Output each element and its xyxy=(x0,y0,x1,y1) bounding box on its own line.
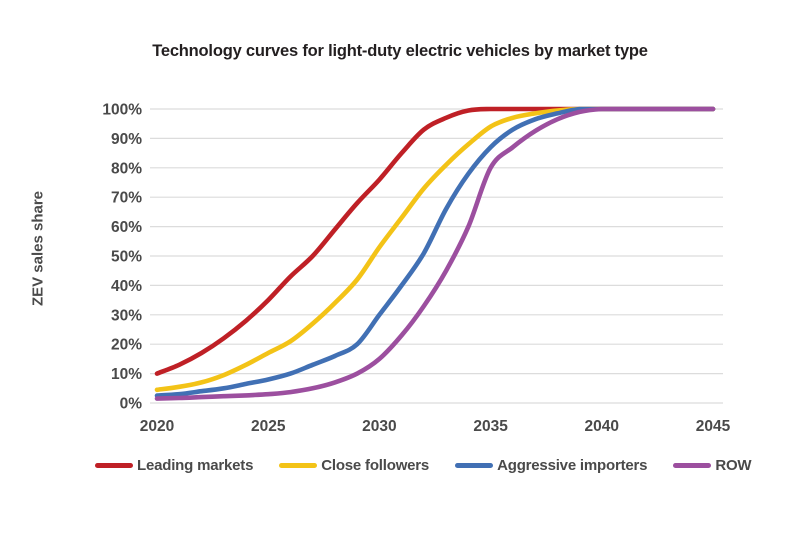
legend-label: Leading markets xyxy=(137,457,254,474)
x-tick-label: 2020 xyxy=(140,418,174,435)
legend-label: Aggressive importers xyxy=(497,457,648,474)
x-tick-label: 2035 xyxy=(473,418,508,435)
x-tick-label: 2025 xyxy=(251,418,286,435)
legend-item-row: ROW xyxy=(673,457,752,474)
x-tick-label: 2045 xyxy=(696,418,731,435)
legend-swatch-leading-markets xyxy=(95,463,133,468)
legend-item-leading-markets: Leading markets xyxy=(95,457,253,474)
series-line-aggressive-importers xyxy=(154,106,716,398)
series-line-leading-markets xyxy=(154,106,716,376)
y-tick-label: 60% xyxy=(111,219,142,236)
x-tick-label: 2040 xyxy=(585,418,619,435)
legend-item-aggressive-importers: Aggressive importers xyxy=(455,457,648,474)
chart-title: Technology curves for light-duty electri… xyxy=(152,42,648,60)
series-line-close-followers xyxy=(154,106,716,393)
legend-swatch-close-followers xyxy=(279,463,318,468)
y-tick-label: 30% xyxy=(111,307,142,324)
legend-label: ROW xyxy=(715,457,752,474)
x-tick-label: 2030 xyxy=(362,418,396,435)
y-tick-label: 80% xyxy=(111,160,142,177)
chart-legend: Leading markets Close followers Aggressive… xyxy=(95,457,755,474)
y-tick-label: 10% xyxy=(111,366,142,383)
y-tick-label: 70% xyxy=(111,190,142,207)
series-line-row xyxy=(154,106,716,401)
y-tick-label: 40% xyxy=(111,278,142,295)
legend-swatch-aggressive-importers xyxy=(455,463,494,468)
legend-item-close-followers: Close followers xyxy=(279,457,429,474)
y-tick-label: 50% xyxy=(111,249,142,266)
y-tick-label: 20% xyxy=(111,337,142,354)
y-tick-label: 90% xyxy=(111,131,142,148)
legend-swatch-row xyxy=(673,463,712,468)
y-tick-label: 0% xyxy=(120,396,143,413)
legend-label: Close followers xyxy=(321,457,430,474)
y-tick-label: 100% xyxy=(102,102,142,119)
